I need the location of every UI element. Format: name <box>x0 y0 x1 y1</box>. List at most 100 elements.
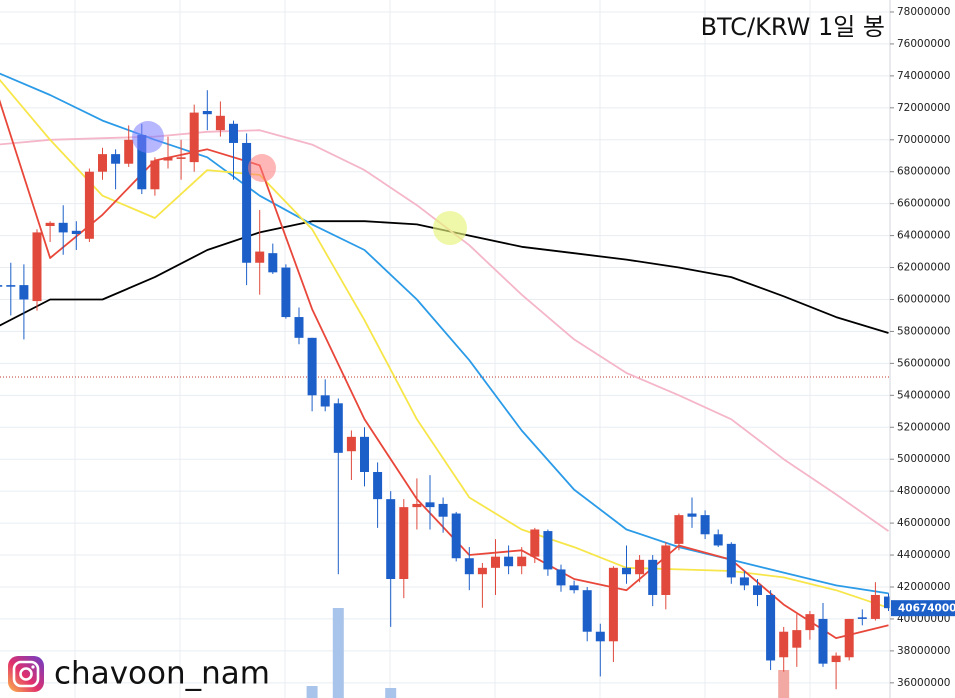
icon-dot <box>31 665 35 669</box>
candle-body <box>71 230 81 234</box>
moving-average-line <box>0 78 889 609</box>
candle-body <box>386 499 396 580</box>
candle-body <box>818 618 828 664</box>
candle-body <box>543 531 553 570</box>
candle-body <box>242 142 252 263</box>
candle-body <box>884 596 890 609</box>
candle-body <box>556 569 566 586</box>
y-tick-label: 46000000 <box>897 517 950 529</box>
candle-body <box>674 515 684 544</box>
y-tick-label: 50000000 <box>897 453 950 465</box>
volume-bar <box>306 686 318 698</box>
candle-body <box>805 614 815 631</box>
watermark-text: chavoon_nam <box>54 656 270 692</box>
y-tick-label: 66000000 <box>897 198 950 210</box>
candle-body <box>622 567 631 575</box>
y-tick-label: 52000000 <box>897 421 950 433</box>
candle-body <box>255 251 265 263</box>
y-tick-label: 78000000 <box>897 6 950 18</box>
y-axis: 3600000038000000400000004200000044000000… <box>890 6 955 689</box>
candle-body <box>870 594 880 619</box>
candle-body <box>661 545 671 595</box>
volume-bar <box>778 670 790 698</box>
candle-body <box>346 436 356 452</box>
candle-body <box>831 655 841 663</box>
candle-body <box>333 403 343 453</box>
y-tick-label: 68000000 <box>897 166 950 178</box>
y-tick-label: 48000000 <box>897 485 950 497</box>
candle-body <box>844 618 854 658</box>
chart-title: BTC/KRW 1일 봉 <box>701 13 885 41</box>
highlight-circle <box>132 121 164 153</box>
candle-body <box>569 585 579 591</box>
candle-body <box>215 115 225 131</box>
candle-body <box>360 436 369 472</box>
y-tick-label: 58000000 <box>897 325 950 337</box>
candle-body <box>229 123 238 143</box>
candle-body <box>635 559 645 575</box>
candle-body <box>739 577 749 586</box>
candle-body <box>189 112 199 163</box>
volume-bar <box>385 688 397 698</box>
candle-body <box>582 590 592 632</box>
y-tick-label: 38000000 <box>897 645 950 657</box>
y-tick-label: 44000000 <box>897 549 950 561</box>
candle-body <box>726 543 736 578</box>
candle-body <box>687 513 697 517</box>
candle-body <box>124 139 134 164</box>
candle-body <box>700 515 710 535</box>
candle-body <box>504 556 514 567</box>
candle-body <box>176 157 186 159</box>
candle-body <box>595 631 605 642</box>
candle-body <box>84 171 94 239</box>
candle-body <box>111 154 121 164</box>
highlight-circle <box>248 154 276 182</box>
candle-body <box>438 503 448 517</box>
icon-frame <box>12 660 40 688</box>
candle-body <box>477 567 487 575</box>
candle-body <box>530 529 540 557</box>
candle-body <box>412 503 422 508</box>
candle-body <box>163 157 173 161</box>
candle-body <box>464 558 474 575</box>
candle-body <box>150 160 160 190</box>
candle-body <box>281 267 291 318</box>
y-tick-label: 72000000 <box>897 102 950 114</box>
icon-lens <box>19 667 33 681</box>
candle-body <box>766 594 776 661</box>
candle-body <box>792 630 802 648</box>
y-tick-label: 42000000 <box>897 581 950 593</box>
candle-body <box>425 502 435 508</box>
candle-body <box>373 471 383 500</box>
candle-body <box>399 507 409 580</box>
candle-body <box>45 222 55 227</box>
y-tick-label: 62000000 <box>897 262 950 274</box>
candle-body <box>58 222 68 233</box>
candle-body <box>753 585 762 595</box>
price-tag-label: 40674000 <box>898 603 955 615</box>
candle-body <box>517 556 527 567</box>
candle-body <box>307 337 317 396</box>
candle-body <box>608 567 618 642</box>
candle-body <box>6 285 16 287</box>
watermark: chavoon_nam <box>8 656 270 692</box>
candle-body <box>294 317 304 338</box>
y-tick-label: 56000000 <box>897 357 950 369</box>
y-tick-label: 74000000 <box>897 70 950 82</box>
candle-body <box>19 285 29 300</box>
instagram-icon <box>8 656 44 692</box>
candle-body <box>137 134 147 190</box>
price-tag <box>891 600 955 617</box>
y-tick-label: 54000000 <box>897 389 950 401</box>
candle-body <box>779 631 789 658</box>
y-tick-label: 60000000 <box>897 293 950 305</box>
grid <box>0 0 890 698</box>
y-tick-label: 76000000 <box>897 38 950 50</box>
candle-body <box>491 556 500 568</box>
candle-body <box>451 513 461 559</box>
y-tick-label: 70000000 <box>897 134 950 146</box>
highlight-circle <box>433 211 467 245</box>
y-tick-label: 36000000 <box>897 677 950 689</box>
